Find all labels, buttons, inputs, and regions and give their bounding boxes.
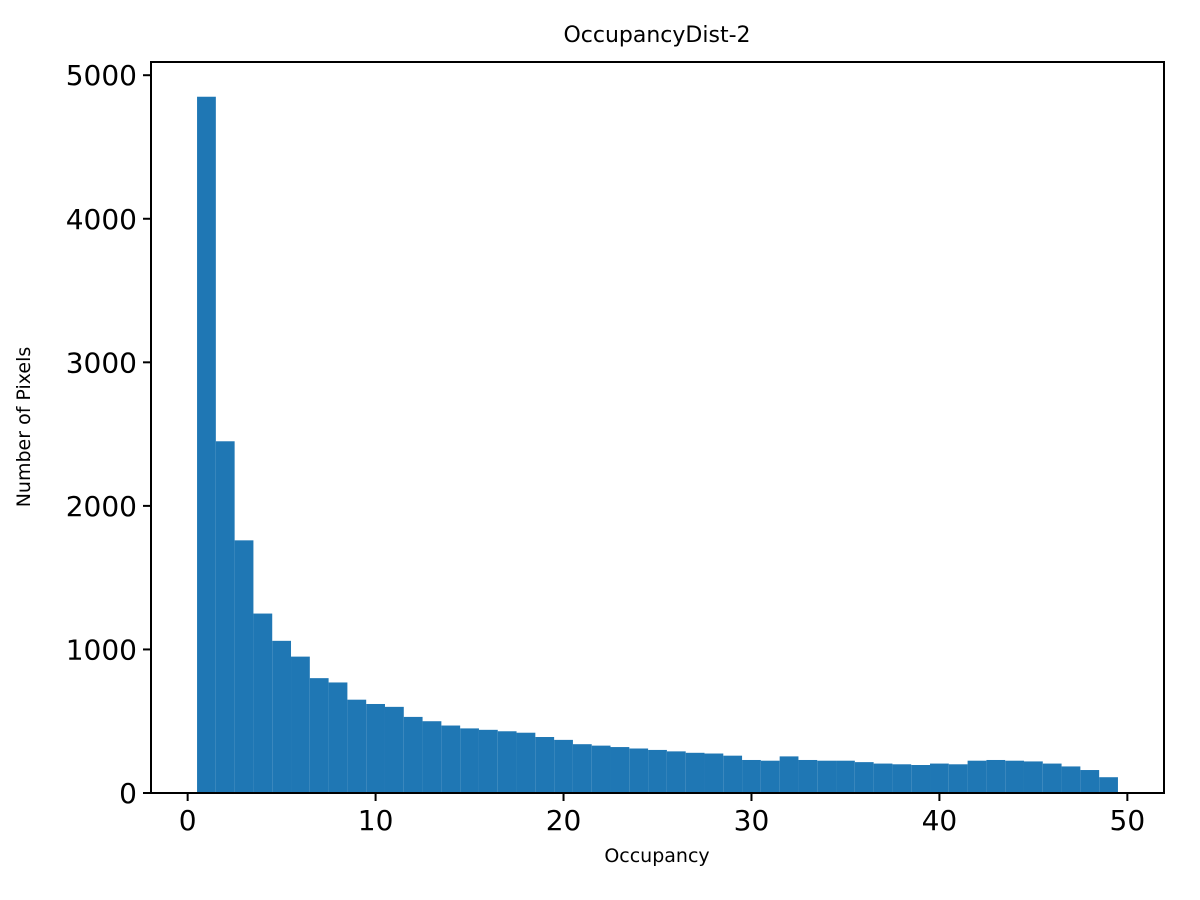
y-tick-label: 5000 [66, 59, 137, 92]
x-tick-label: 0 [179, 804, 197, 837]
x-tick-label: 10 [358, 804, 394, 837]
histogram-bar [554, 739, 573, 793]
histogram-bar [685, 752, 705, 793]
histogram-bar [986, 759, 1006, 793]
histogram-bar [478, 729, 498, 793]
y-tick-label: 1000 [66, 633, 137, 666]
y-tick-label: 3000 [66, 346, 137, 379]
histogram-bar [742, 759, 761, 793]
histogram-bar [441, 725, 461, 793]
histogram-bar [497, 731, 517, 793]
histogram-bars [197, 96, 1118, 794]
histogram-bar [836, 760, 855, 793]
y-axis-label: Number of Pixels [13, 347, 35, 508]
histogram-bar [892, 764, 912, 793]
histogram-bar [516, 732, 536, 793]
histogram-bar [779, 756, 799, 793]
histogram-bar [648, 749, 667, 793]
histogram-bar [291, 656, 310, 793]
histogram-bar [723, 755, 743, 793]
x-tick-label: 50 [1110, 804, 1146, 837]
histogram-bar [460, 728, 479, 793]
x-axis-label: Occupancy [604, 845, 709, 867]
histogram-bar [873, 763, 893, 793]
histogram-bar [591, 745, 611, 793]
histogram-bar [384, 706, 404, 793]
histogram-bar [610, 747, 630, 793]
x-tick-label: 30 [734, 804, 770, 837]
histogram-bar [328, 682, 348, 793]
histogram-bar [704, 753, 724, 793]
histogram-bar [854, 762, 874, 793]
histogram-bar [309, 678, 329, 793]
axis-ticks: 0 10 20 30 40 50 0 1000 2000 3000 4000 5000 [66, 59, 1145, 837]
histogram-bar [197, 96, 216, 794]
histogram-bar [272, 640, 292, 793]
histogram-bar [1099, 777, 1118, 793]
chart-title: OccupancyDist-2 [563, 23, 750, 48]
histogram-bar [253, 613, 273, 793]
histogram-bar [1005, 760, 1024, 793]
histogram-bar [1023, 761, 1043, 793]
histogram-bar [760, 760, 780, 793]
histogram-bar [572, 744, 592, 793]
histogram-bar [1042, 763, 1062, 793]
histogram-bar [817, 760, 837, 793]
histogram-bar [422, 721, 442, 793]
histogram-bar [1061, 766, 1081, 793]
x-tick-label: 20 [546, 804, 582, 837]
histogram-bar [911, 765, 931, 793]
histogram-bar [629, 748, 649, 793]
histogram-bar [1080, 770, 1100, 793]
histogram-bar [347, 699, 367, 793]
histogram-bar [403, 716, 423, 793]
y-tick-label: 0 [119, 777, 137, 810]
histogram-bar [930, 763, 949, 793]
plot-area-border [150, 61, 1165, 794]
y-tick-label: 2000 [66, 490, 137, 523]
histogram-bar [948, 764, 968, 793]
x-tick-label: 40 [922, 804, 958, 837]
histogram-bar [234, 540, 254, 793]
histogram-bar [535, 737, 555, 793]
histogram-bar [366, 703, 385, 793]
histogram-bar [215, 441, 235, 793]
histogram-bar [666, 751, 686, 793]
y-tick-label: 4000 [66, 203, 137, 236]
histogram-bar [967, 760, 987, 793]
histogram-bar [798, 759, 818, 793]
